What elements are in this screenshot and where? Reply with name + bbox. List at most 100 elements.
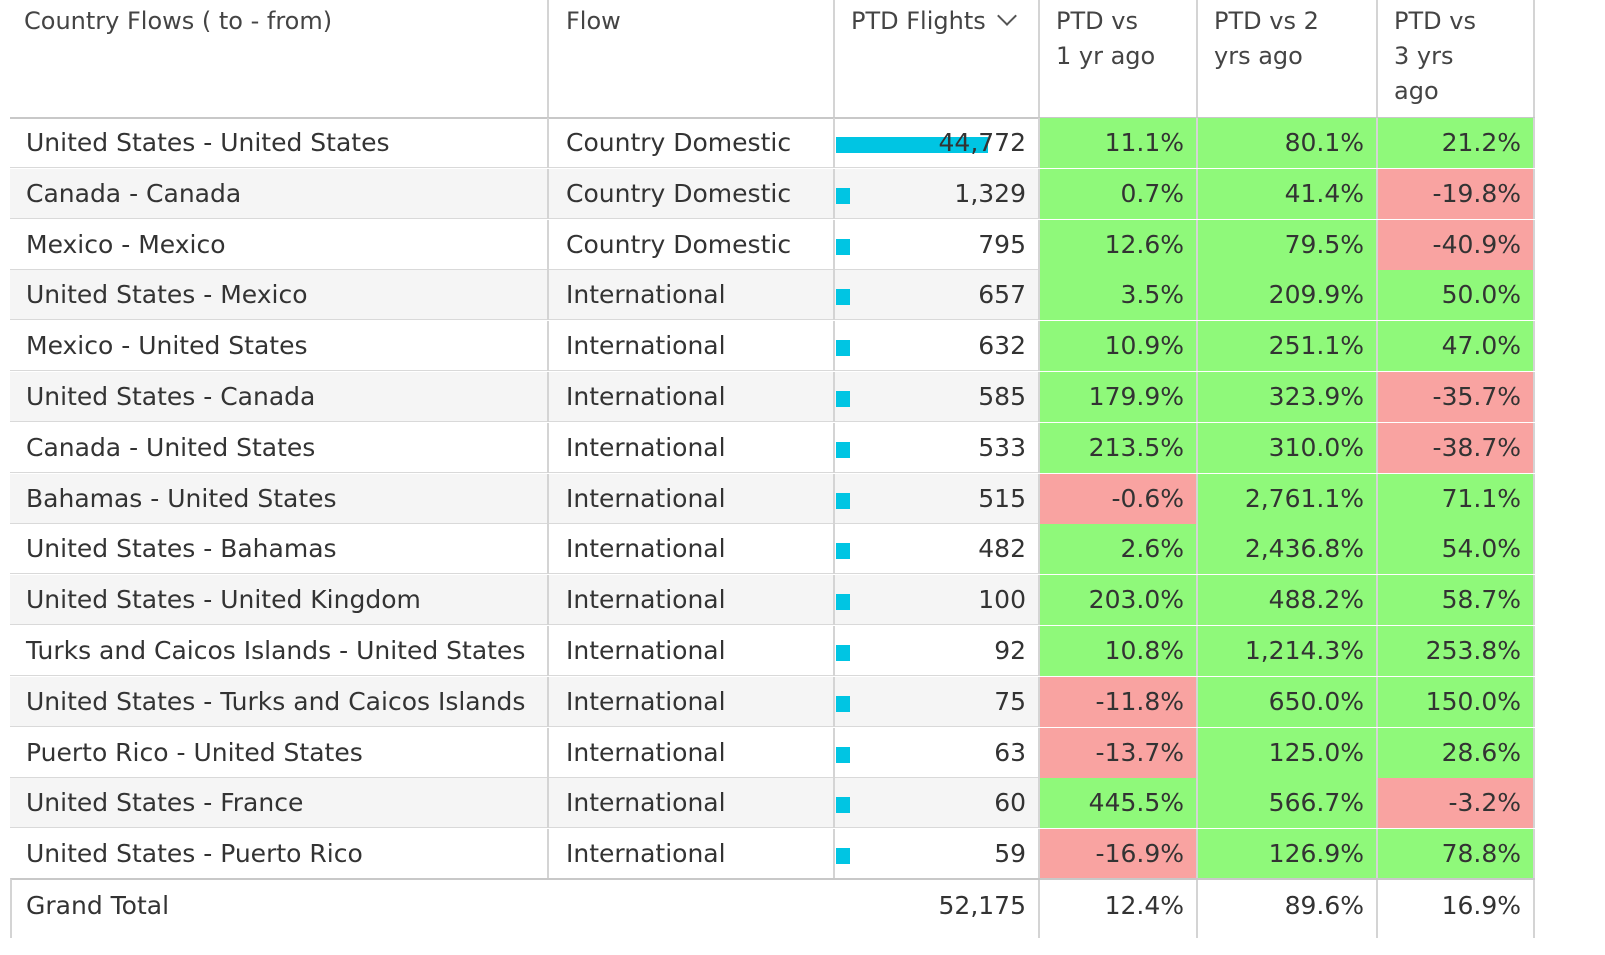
row-vs-3yr: 78.8% (1378, 829, 1535, 880)
table-row[interactable]: Mexico - United States International 632 10… (10, 321, 1535, 372)
flights-bar (836, 289, 850, 306)
flights-value: 632 (978, 331, 1026, 361)
row-vs-2yr: 310.0% (1198, 422, 1378, 473)
row-vs-2yr: 79.5% (1198, 219, 1378, 270)
row-vs-3yr: 58.7% (1378, 575, 1535, 626)
flights-value: 585 (978, 382, 1026, 411)
grand-total-vs-1yr: 12.4% (1040, 880, 1198, 938)
flights-bar (836, 848, 850, 865)
table-row[interactable]: United States - Turks and Caicos Islands… (10, 676, 1535, 727)
table-row[interactable]: United States - Mexico International 657 3.… (10, 270, 1535, 321)
row-flow-type: International (549, 270, 835, 321)
row-ptd-flights: 59 (835, 829, 1040, 880)
header-vs-1yr[interactable]: PTD vs 1 yr ago (1040, 0, 1198, 117)
row-vs-3yr: 47.0% (1378, 321, 1535, 372)
row-flow-type: International (549, 575, 835, 626)
flights-bar (836, 187, 850, 204)
row-vs-3yr: -3.2% (1378, 778, 1535, 829)
row-vs-3yr: 21.2% (1378, 118, 1535, 168)
row-flow-type: International (549, 321, 835, 372)
table-row[interactable]: Canada - Canada Country Domestic 1,329 0.7%… (10, 168, 1535, 219)
header-vs-3yr[interactable]: PTD vs 3 yrs ago (1378, 0, 1535, 117)
header-flow[interactable]: Flow (549, 0, 835, 117)
row-flow-type: International (549, 676, 835, 727)
flights-value: 44,772 (938, 128, 1026, 157)
row-country-flow: United States - Bahamas (10, 524, 549, 575)
grand-total-vs-3yr: 16.9% (1378, 880, 1535, 938)
row-ptd-flights: 100 (835, 575, 1040, 626)
table-row[interactable]: United States - Bahamas International 482 2… (10, 524, 1535, 575)
row-vs-2yr: 126.9% (1198, 829, 1378, 880)
table-row[interactable]: United States - United States Country Dom… (10, 118, 1535, 168)
row-vs-2yr: 251.1% (1198, 321, 1378, 372)
row-vs-1yr: 11.1% (1040, 118, 1198, 168)
row-country-flow: United States - Mexico (10, 270, 549, 321)
row-flow-type: International (549, 626, 835, 676)
row-vs-1yr: 0.7% (1040, 168, 1198, 219)
table-row[interactable]: United States - France International 60 445… (10, 778, 1535, 829)
row-vs-3yr: 50.0% (1378, 270, 1535, 321)
row-vs-1yr: 203.0% (1040, 575, 1198, 626)
row-country-flow: United States - France (10, 778, 549, 829)
flights-bar (836, 441, 850, 458)
row-vs-3yr: 150.0% (1378, 676, 1535, 727)
row-vs-1yr: -0.6% (1040, 473, 1198, 524)
row-ptd-flights: 482 (835, 524, 1040, 575)
table-row[interactable]: United States - United Kingdom Internatio… (10, 575, 1535, 626)
row-vs-2yr: 2,436.8% (1198, 524, 1378, 575)
row-vs-3yr: -19.8% (1378, 168, 1535, 219)
row-vs-2yr: 41.4% (1198, 168, 1378, 219)
header-vs-2yr[interactable]: PTD vs 2 yrs ago (1198, 0, 1378, 117)
row-country-flow: United States - Turks and Caicos Islands (10, 676, 549, 727)
grand-total-label: Grand Total (26, 891, 170, 920)
table-row[interactable]: Canada - United States International 533 21… (10, 422, 1535, 473)
table-header: Country Flows ( to - from) Flow PTD Flig… (10, 0, 1535, 119)
row-vs-2yr: 80.1% (1198, 118, 1378, 168)
header-vs-3yr-line1: PTD vs (1394, 7, 1476, 35)
sort-descending-icon[interactable] (996, 6, 1017, 26)
row-vs-1yr: -13.7% (1040, 727, 1198, 778)
row-vs-1yr: -11.8% (1040, 676, 1198, 727)
row-ptd-flights: 92 (835, 626, 1040, 676)
flights-value: 515 (978, 483, 1026, 513)
row-vs-3yr: 253.8% (1378, 626, 1535, 676)
row-country-flow: Bahamas - United States (10, 473, 549, 524)
header-country-flows-label: Country Flows ( to - from) (24, 7, 333, 35)
row-vs-3yr: -40.9% (1378, 219, 1535, 270)
row-vs-2yr: 209.9% (1198, 270, 1378, 321)
row-country-flow: United States - Puerto Rico (10, 829, 549, 880)
row-ptd-flights: 44,772 (835, 118, 1040, 168)
table-row[interactable]: Mexico - Mexico Country Domestic 795 12.6% 7… (10, 219, 1535, 270)
row-country-flow: Canada - United States (10, 422, 549, 473)
row-country-flow: Canada - Canada (10, 168, 549, 219)
row-flow-type: International (549, 422, 835, 473)
row-country-flow: United States - Canada (10, 372, 549, 422)
header-vs-2yr-line2: yrs ago (1214, 42, 1303, 70)
row-ptd-flights: 795 (835, 219, 1040, 270)
flights-value: 533 (978, 432, 1026, 462)
flights-bar (836, 797, 850, 814)
header-flow-label: Flow (566, 7, 621, 35)
flights-bar (836, 391, 850, 407)
table-row[interactable]: United States - Canada International 585 17… (10, 372, 1535, 422)
table-row[interactable]: Puerto Rico - United States International… (10, 727, 1535, 778)
flights-value: 63 (994, 737, 1026, 767)
header-vs-1yr-line2: 1 yr ago (1056, 42, 1156, 70)
header-country-flows[interactable]: Country Flows ( to - from) (10, 0, 549, 117)
table-row[interactable]: Bahamas - United States International 515-… (10, 473, 1535, 524)
row-vs-3yr: 71.1% (1378, 473, 1535, 524)
row-vs-3yr: -35.7% (1378, 372, 1535, 422)
row-flow-type: International (549, 829, 835, 880)
row-vs-1yr: 2.6% (1040, 524, 1198, 575)
row-country-flow: United States - United Kingdom (10, 575, 549, 626)
header-ptd-flights[interactable]: PTD Flights (835, 0, 1040, 117)
flights-bar (836, 746, 850, 763)
row-vs-3yr: -38.7% (1378, 422, 1535, 473)
table-row[interactable]: Turks and Caicos Islands - United States… (10, 626, 1535, 676)
flights-bar (836, 238, 850, 255)
flights-bar (836, 543, 850, 560)
table-row[interactable]: United States - Puerto Rico International… (10, 829, 1535, 880)
flights-bar (836, 594, 850, 611)
row-country-flow: Mexico - United States (10, 321, 549, 372)
flights-value: 795 (978, 229, 1026, 259)
